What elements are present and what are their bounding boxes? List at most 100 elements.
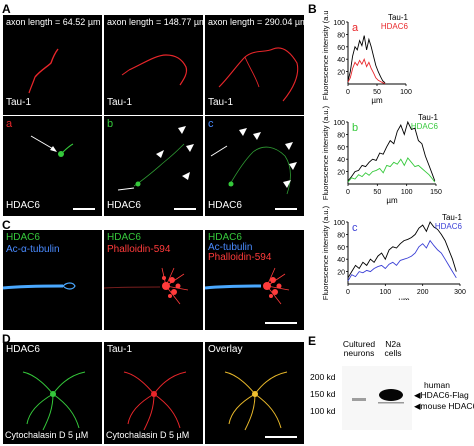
chart-b-xtick-label: 0 xyxy=(346,189,350,196)
arrowhead-flag-icon: ◀ xyxy=(414,390,421,400)
chart-a-legend-1: HDAC6 xyxy=(381,22,409,31)
hdac-neuron-3 xyxy=(210,128,297,195)
panel-d-label-tau: Tau-1 xyxy=(107,344,133,355)
panel-a-hdac-image-1: a HDAC6 xyxy=(3,116,102,216)
sub-label-c: c xyxy=(208,118,214,130)
axon-length-label-3: axon length = 290.04 µm xyxy=(208,17,304,27)
tau-label-2: Tau-1 xyxy=(107,97,133,108)
blot-label-mouse: ◀mouse HDAC6 xyxy=(414,401,474,412)
western-blot xyxy=(342,366,412,430)
scale-bar-a2 xyxy=(174,208,196,210)
panel-d-image-overlay: Overlay xyxy=(205,342,304,444)
chart-c-xtick-label: 0 xyxy=(346,289,350,296)
panel-d-hdac-neuron xyxy=(22,371,86,431)
chart-b-ytick-label: 80 xyxy=(337,132,345,139)
panel-a-hdac-image-3: c HDAC6 xyxy=(205,116,304,216)
chart-b-xtick-label: 100 xyxy=(401,189,413,196)
panel-c1-label-tubulin: Ac-α-tubulin xyxy=(6,244,60,255)
blot-label-mouse-text: mouse HDAC6 xyxy=(420,401,474,411)
chart-a-ylabel: Fluorescence intensity (a.u.) xyxy=(321,10,330,100)
chart-c-legend-1: HDAC6 xyxy=(435,222,463,231)
chart-c-series-line-1 xyxy=(347,239,457,282)
scale-bar-a3 xyxy=(275,208,297,210)
chart-a-xlabel: µm xyxy=(371,96,383,105)
sub-label-b: b xyxy=(107,118,114,130)
panel-c1-axon xyxy=(3,282,76,290)
tau-neuron-1 xyxy=(28,48,59,94)
sub-label-a: a xyxy=(6,118,13,130)
panel-d-label: D xyxy=(2,332,11,346)
blot-marker-100: 100 kd xyxy=(310,406,336,416)
panel-a-tau-image-1: axon length = 64.52 µm Tau-1 xyxy=(3,15,102,115)
chart-b-xlabel: µm xyxy=(386,196,398,205)
panel-c1-label-hdac: HDAC6 xyxy=(6,232,40,243)
chart-c-xlabel: µm xyxy=(398,296,410,300)
panel-c3-overlay xyxy=(205,267,290,305)
chart-a-series-line-0 xyxy=(347,35,386,84)
tau-neuron-3 xyxy=(218,47,299,102)
chart-b-sublabel: b xyxy=(352,122,358,134)
chart-b-ytick-label: 40 xyxy=(337,157,345,164)
tau-label-3: Tau-1 xyxy=(208,97,234,108)
panel-d-label-overlay: Overlay xyxy=(208,344,243,355)
chart-c-ytick-label: 20 xyxy=(337,270,345,277)
blot-label-flag: ◀HDAC6-Flag xyxy=(414,390,469,401)
chart-c-ytick-label: 40 xyxy=(337,257,345,264)
panel-d-treatment-2: Cytochalasin D 5 µM xyxy=(106,430,190,440)
chart-b-xtick-label: 150 xyxy=(430,189,442,196)
chart-b-series-line-0 xyxy=(347,120,436,182)
chart-a-legend-0: Tau-1 xyxy=(388,13,409,22)
chart-a-ytick-label: 40 xyxy=(337,57,345,64)
hdac-label-1: HDAC6 xyxy=(6,200,40,211)
panel-a-hdac-image-2: b HDAC6 xyxy=(104,116,203,216)
chart-a-ytick-label: 20 xyxy=(337,70,345,77)
hdac-neuron-1 xyxy=(30,135,74,157)
chart-c-ylabel: Fluorescence intensity (a.u.) xyxy=(321,205,330,300)
panel-d-overlay-neuron xyxy=(224,371,288,431)
panel-d-tau-neuron xyxy=(123,371,187,431)
panel-c3-label-hdac: HDAC6 xyxy=(208,232,242,243)
scale-bar-a1 xyxy=(73,208,95,210)
chart-c-series-line-0 xyxy=(347,221,457,279)
chart-a-xtick-label: 100 xyxy=(400,89,412,96)
panel-d-label-hdac: HDAC6 xyxy=(6,344,40,355)
chart-a-xtick-label: 0 xyxy=(346,89,350,96)
axon-length-label-1: axon length = 64.52 µm xyxy=(6,17,101,27)
hdac-neuron-2 xyxy=(117,126,194,191)
blot-marker-150: 150 kd xyxy=(310,389,336,399)
scale-bar-c xyxy=(265,322,297,324)
chart-a-series-line-1 xyxy=(347,57,386,84)
arrowhead-mouse-icon: ◀ xyxy=(414,401,421,411)
panel-c2-label-phalloidin: Phalloidin-594 xyxy=(107,244,171,255)
blot-col-n2a: N2a cells xyxy=(384,339,402,358)
blot-label-human: human xyxy=(424,380,450,390)
blot-col-cultured: Cultured neurons xyxy=(342,339,376,358)
panel-d-image-tau: Tau-1 Cytochalasin D 5 µM xyxy=(104,342,203,444)
panel-d-image-hdac: HDAC6 Cytochalasin D 5 µM xyxy=(3,342,102,444)
hdac-label-2: HDAC6 xyxy=(107,200,141,211)
chart-b-series-line-1 xyxy=(347,157,436,183)
panel-c-image-2: HDAC6 Phalloidin-594 xyxy=(104,230,203,330)
panel-a-tau-image-2: axon length = 148.77 µm Tau-1 xyxy=(104,15,203,115)
panel-a-tau-image-3: axon length = 290.04 µm Tau-1 xyxy=(205,15,304,115)
panel-d-treatment-1: Cytochalasin D 5 µM xyxy=(5,430,89,440)
panel-e-label: E xyxy=(308,334,317,348)
chart-c-xtick-label: 100 xyxy=(379,289,391,296)
panel-b-label: B xyxy=(308,2,317,16)
blot-marker-200: 200 kd xyxy=(310,372,336,382)
chart-b-ytick-label: 60 xyxy=(337,145,345,152)
tau-label-1: Tau-1 xyxy=(6,97,32,108)
panel-c3-label-tubulin: Ac-tubulin xyxy=(208,242,253,253)
hdac-label-3: HDAC6 xyxy=(208,200,242,211)
chart-c-sublabel: c xyxy=(352,222,358,234)
chart-a-ytick-label: 100 xyxy=(333,20,345,27)
chart-c-xtick-label: 200 xyxy=(417,289,429,296)
chart-a-ytick-label: 80 xyxy=(337,32,345,39)
blot-label-flag-text: HDAC6-Flag xyxy=(420,390,469,400)
chart-b-legend-0: Tau-1 xyxy=(418,113,439,122)
chart-a-ytick-label: 60 xyxy=(337,45,345,52)
panel-c3-label-phalloidin: Phalloidin-594 xyxy=(208,252,272,263)
chart-c-ytick-label: 60 xyxy=(337,245,345,252)
chart-b-legend-1: HDAC6 xyxy=(411,122,439,131)
